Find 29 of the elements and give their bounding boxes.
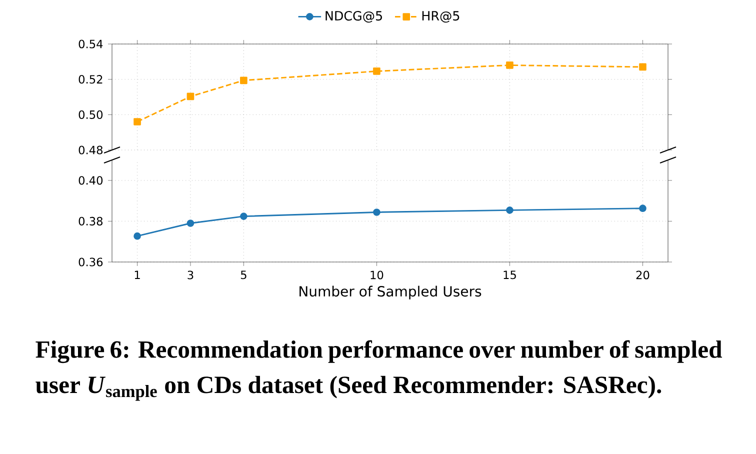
x-tick-label: 15 — [504, 270, 516, 280]
point — [134, 232, 141, 240]
x-tick-label: 1 — [134, 270, 140, 279]
point — [639, 204, 646, 212]
x-axis-title: Number of Sampled Users — [300, 286, 482, 300]
point — [186, 92, 194, 100]
point — [240, 76, 248, 84]
point — [373, 208, 380, 216]
y-tick-label: 0.54 — [78, 40, 103, 48]
y-tick-label: 0.38 — [78, 216, 103, 226]
legend-label: HR@5 — [422, 11, 460, 23]
caption: Figure 6: Recommendation performance over number of sampled user U$_{sample}$ on CDs dataset (Seed Recommender: SASRec). — [36, 340, 722, 401]
legend-label: NDCG@5 — [326, 10, 382, 23]
y-tick-label: 0.36 — [78, 258, 103, 266]
y-tick-label: 0.50 — [78, 110, 103, 119]
x-tick-label: 20 — [636, 270, 650, 280]
x-tick-label: 3 — [188, 270, 194, 280]
x-tick-label: 10 — [370, 270, 384, 280]
y-tick-label: 0.48 — [78, 146, 103, 154]
point — [240, 212, 248, 220]
point — [639, 63, 646, 71]
point — [373, 68, 380, 75]
point — [186, 220, 194, 227]
y-tick-label: 0.40 — [78, 176, 103, 185]
point — [506, 206, 514, 214]
point — [506, 62, 514, 69]
x-tick-label: 5 — [240, 270, 246, 280]
y-tick-label: 0.52 — [78, 75, 102, 84]
point — [134, 118, 141, 126]
